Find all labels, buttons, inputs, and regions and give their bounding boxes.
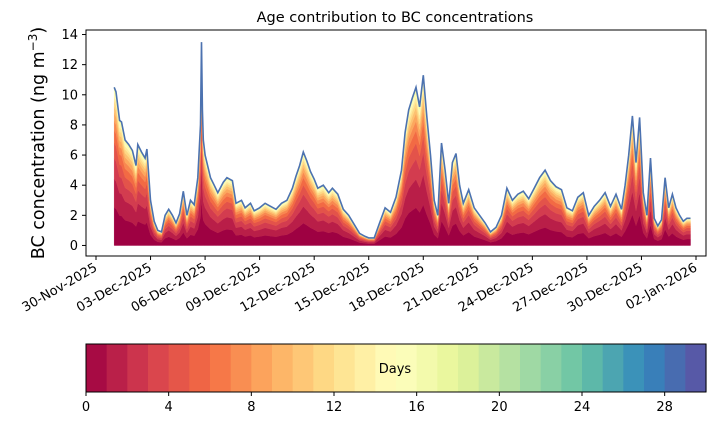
y-tick-label: 0	[70, 239, 78, 254]
y-axis-label: BC concentration (ng m−3)	[26, 27, 49, 259]
colorbar-cell	[540, 344, 562, 392]
plot-area: 0 2 4 6 8 10 12 14 30-Nov-202503-Dec-202506-Dec…	[20, 28, 707, 316]
y-axis: 0 2 4 6 8 10 12 14	[61, 28, 86, 254]
colorbar: Days 0 4 8 12 16 20 24 28	[82, 343, 707, 415]
colorbar-cell	[458, 344, 480, 392]
colorbar-cell	[189, 344, 211, 392]
colorbar-cell	[210, 344, 232, 392]
colorbar-tick-label: 4	[165, 400, 173, 415]
colorbar-cell	[664, 344, 686, 392]
plot-frame	[85, 29, 707, 257]
chart-title: Age contribution to BC concentrations	[257, 10, 534, 26]
y-tick-label: 4	[70, 179, 78, 194]
colorbar-tick-label: 24	[574, 400, 591, 415]
y-tick-label: 8	[70, 118, 78, 133]
colorbar-cell	[292, 344, 314, 392]
colorbar-cell	[230, 344, 252, 392]
y-tick-label: 12	[61, 58, 78, 73]
colorbar-cell	[148, 344, 170, 392]
colorbar-cell	[354, 344, 376, 392]
colorbar-cell	[396, 344, 418, 392]
colorbar-frame	[85, 343, 707, 393]
x-axis: 30-Nov-202503-Dec-202506-Dec-202509-Dec-…	[20, 256, 700, 316]
y-tick-label: 10	[61, 88, 78, 103]
colorbar-cells	[86, 344, 707, 392]
colorbar-cell	[478, 344, 500, 392]
colorbar-tick-label: 0	[82, 400, 90, 415]
y-axis-label-superscript: −3	[26, 34, 40, 52]
colorbar-tick-label: 12	[326, 400, 343, 415]
colorbar-tick-label: 20	[491, 400, 508, 415]
colorbar-cell	[520, 344, 542, 392]
colorbar-label: Days	[379, 362, 412, 377]
colorbar-tick-label: 8	[247, 400, 255, 415]
colorbar-tick-label: 16	[408, 400, 425, 415]
colorbar-cell	[623, 344, 645, 392]
colorbar-cell	[416, 344, 438, 392]
colorbar-cell	[602, 344, 624, 392]
colorbar-cell	[272, 344, 294, 392]
colorbar-cell	[168, 344, 190, 392]
colorbar-cell	[437, 344, 459, 392]
colorbar-cell	[375, 344, 397, 392]
colorbar-cell	[313, 344, 335, 392]
colorbar-cell	[582, 344, 604, 392]
colorbar-cell	[334, 344, 356, 392]
colorbar-cell	[685, 344, 707, 392]
colorbar-cell	[127, 344, 149, 392]
colorbar-cell	[106, 344, 128, 392]
y-tick-label: 2	[70, 209, 78, 224]
colorbar-cell	[561, 344, 583, 392]
colorbar-cell	[86, 344, 108, 392]
y-axis-label-main: BC concentration (ng m	[29, 51, 49, 259]
y-tick-label: 14	[61, 28, 78, 43]
colorbar-tick-label: 28	[656, 400, 673, 415]
y-axis-label-close: )	[29, 27, 49, 34]
colorbar-ticks: 0 4 8 12 16 20 24 28	[82, 392, 673, 415]
colorbar-cell	[499, 344, 521, 392]
total-concentration-line	[113, 42, 691, 239]
colorbar-cell	[251, 344, 273, 392]
y-tick-label: 6	[70, 149, 78, 164]
colorbar-cell	[644, 344, 666, 392]
